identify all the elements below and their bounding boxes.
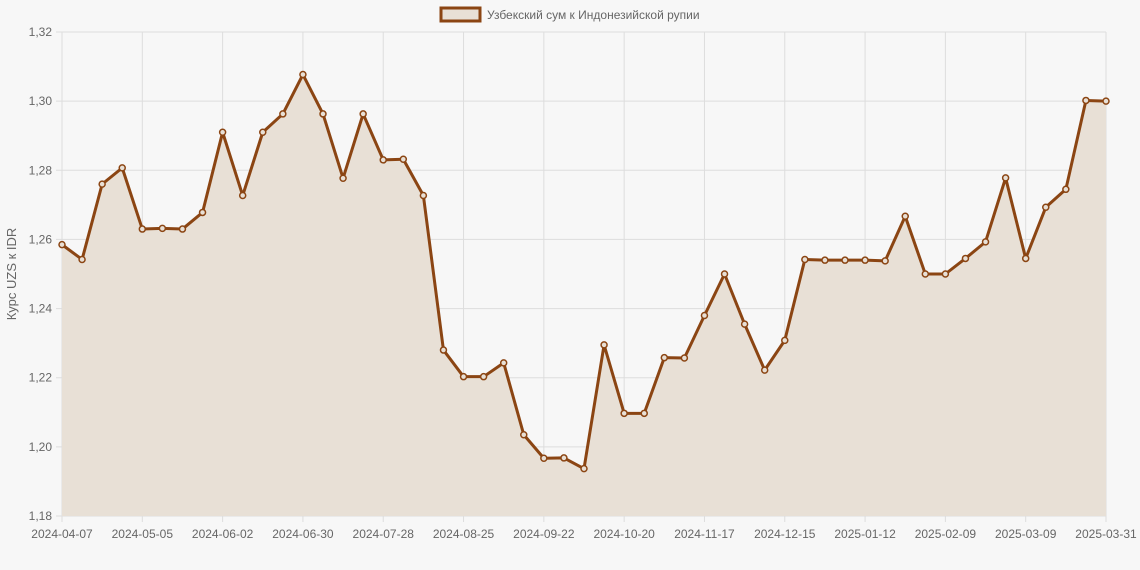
data-point[interactable]	[58, 240, 66, 249]
data-point[interactable]	[660, 353, 669, 362]
series-area	[61, 73, 1107, 517]
data-point[interactable]	[1082, 96, 1090, 105]
x-tick-label: 2024-12-15	[754, 527, 816, 541]
data-point[interactable]	[419, 191, 428, 200]
data-point[interactable]	[138, 225, 147, 233]
x-tick-label: 2024-06-02	[192, 527, 254, 541]
y-tick-label: 1,30	[29, 94, 53, 108]
data-point[interactable]	[279, 110, 287, 118]
data-point[interactable]	[1062, 185, 1070, 194]
data-point[interactable]	[781, 336, 789, 345]
data-point[interactable]	[1021, 254, 1030, 263]
data-point[interactable]	[700, 311, 709, 320]
x-tick-label: 2024-05-05	[112, 527, 174, 541]
data-point[interactable]	[640, 409, 648, 418]
data-point[interactable]	[399, 155, 408, 163]
data-point[interactable]	[118, 164, 126, 172]
data-point[interactable]	[259, 128, 267, 137]
data-point[interactable]	[600, 341, 608, 349]
data-point[interactable]	[981, 238, 990, 246]
data-point[interactable]	[238, 191, 247, 200]
data-point[interactable]	[821, 256, 829, 264]
series-fill	[62, 74, 1106, 517]
data-point[interactable]	[580, 464, 588, 473]
x-tick-label: 2024-04-07	[31, 527, 93, 541]
x-tick-label: 2024-11-17	[674, 527, 735, 541]
legend[interactable]: Узбекский сум к Индонезийской рупии	[439, 6, 700, 23]
data-point[interactable]	[319, 110, 327, 118]
data-point[interactable]	[1001, 174, 1010, 182]
data-point[interactable]	[459, 372, 468, 381]
data-point[interactable]	[379, 156, 387, 164]
x-axis-ticks: 2024-04-07 2024-05-05 2024-06-02 2024-06-30…	[31, 527, 1137, 541]
data-point[interactable]	[178, 225, 187, 233]
data-point[interactable]	[901, 212, 909, 221]
y-axis-title: Курс UZS к IDR	[4, 228, 19, 321]
data-point[interactable]	[218, 128, 227, 137]
data-point[interactable]	[198, 208, 207, 217]
y-axis-ticks: 1,18 1,20 1,22 1,24 1,26 1,28 1,30 1,32	[29, 25, 53, 523]
data-point[interactable]	[1042, 203, 1050, 212]
series-points	[58, 70, 1110, 473]
data-point[interactable]	[680, 354, 689, 362]
data-point[interactable]	[760, 366, 769, 374]
legend-swatch[interactable]	[439, 6, 482, 23]
data-point[interactable]	[961, 254, 970, 263]
x-tick-label: 2024-08-25	[433, 527, 495, 541]
data-point[interactable]	[801, 255, 809, 264]
data-point[interactable]	[359, 110, 367, 118]
data-point[interactable]	[560, 454, 568, 462]
data-point[interactable]	[720, 270, 729, 278]
y-tick-label: 1,24	[29, 302, 53, 316]
data-point[interactable]	[299, 70, 307, 79]
data-point[interactable]	[339, 174, 347, 182]
data-point[interactable]	[98, 180, 106, 188]
y-tick-label: 1,22	[29, 371, 53, 385]
data-point[interactable]	[740, 320, 749, 328]
x-tick-label: 2025-03-09	[995, 527, 1057, 541]
data-point[interactable]	[479, 372, 488, 381]
data-point[interactable]	[158, 224, 167, 233]
data-point[interactable]	[861, 256, 869, 264]
x-tick-label: 2024-06-30	[272, 527, 334, 541]
x-tick-label: 2025-01-12	[834, 527, 896, 541]
x-tick-label: 2025-02-09	[915, 527, 977, 541]
data-point[interactable]	[499, 359, 508, 367]
data-point[interactable]	[78, 255, 86, 264]
data-point[interactable]	[520, 431, 528, 439]
y-tick-label: 1,18	[29, 509, 53, 523]
data-point[interactable]	[921, 270, 930, 278]
data-point[interactable]	[881, 257, 889, 265]
data-point[interactable]	[941, 270, 950, 278]
y-tick-label: 1,20	[29, 440, 53, 454]
data-point[interactable]	[620, 409, 628, 418]
legend-label[interactable]: Узбекский сум к Индонезийской рупии	[487, 8, 700, 22]
data-point[interactable]	[841, 256, 849, 264]
data-point[interactable]	[1102, 97, 1110, 105]
y-tick-label: 1,32	[29, 25, 53, 39]
y-tick-label: 1,28	[29, 163, 53, 177]
x-tick-label: 2024-10-20	[593, 527, 655, 541]
data-point[interactable]	[439, 346, 448, 354]
y-tick-label: 1,26	[29, 232, 53, 246]
x-tick-label: 2024-09-22	[513, 527, 575, 541]
data-point[interactable]	[540, 454, 548, 463]
x-tick-label: 2025-03-31	[1075, 527, 1137, 541]
x-tick-label: 2024-07-28	[353, 527, 415, 541]
